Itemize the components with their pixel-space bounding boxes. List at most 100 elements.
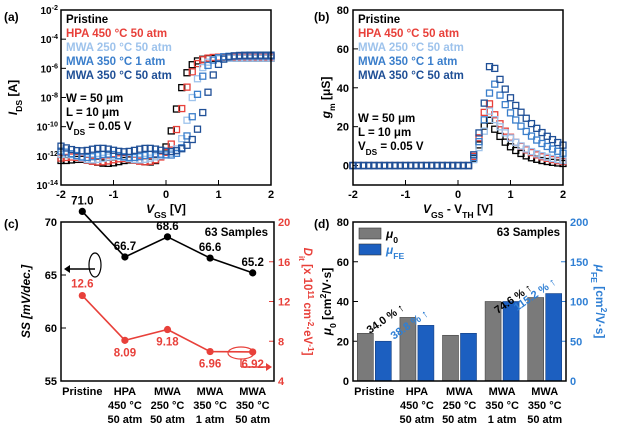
data-point-mwa350_50atm [251, 51, 259, 59]
data-point-mwa250 [496, 123, 504, 131]
device-length: L = 10 μm [358, 127, 411, 139]
y-tick-label: 10-10 [36, 119, 58, 134]
data-label: 71.0 [71, 195, 93, 207]
data-point-mwa350_50atm [94, 144, 102, 153]
device-vds: VDS = 0.05 V [358, 141, 424, 157]
y-tick-label: 60 [337, 257, 349, 269]
data-point-mwa350_50atm [470, 151, 478, 159]
data-point-mwa350_50atm [449, 161, 457, 170]
data-point [249, 269, 257, 277]
data-point-mwa350_50atm [214, 60, 223, 69]
category-label: MWA [446, 386, 473, 398]
data-point-mwa350_50atm [517, 108, 525, 116]
data-point-mwa350_50atm [67, 145, 76, 154]
data-point-pristine [501, 138, 509, 146]
bar-mu0 [356, 332, 374, 382]
legend-entry: HPA 450 °C 50 atm [66, 28, 167, 40]
x-tick-label: 2 [268, 189, 274, 201]
y-axis-label: IDS [A] [6, 80, 24, 115]
device-width: W = 50 μm [66, 93, 123, 105]
data-point-mwa350_1atm [480, 116, 488, 124]
legend-label: μFE [385, 243, 405, 261]
category-label: 450 °C [400, 400, 434, 412]
data-point-mwa350_50atm [370, 161, 378, 170]
y-axis-label: gm [μS] [319, 77, 337, 120]
legend-label: μ0 [385, 227, 398, 245]
data-point-mwa350_50atm [359, 161, 368, 170]
y-right-tick-label: 150 [570, 257, 588, 269]
data-point-mwa350_1atm [512, 116, 520, 124]
x-tick-label: -1 [401, 189, 411, 201]
bar-mu0 [442, 334, 459, 382]
device-length: L = 10 μm [66, 107, 119, 119]
data-point-mwa350_50atm [109, 146, 118, 154]
legend-entry: HPA 450 °C 50 atm [358, 28, 459, 40]
data-point-mwa350_50atm [209, 71, 217, 79]
data-point-mwa350_50atm [235, 51, 244, 60]
data-point [206, 254, 214, 262]
category-label: MWA [154, 386, 181, 398]
plot-frame [60, 9, 272, 186]
data-point-mwa350_1atm [491, 80, 499, 88]
y-tick-label: 80 [337, 217, 349, 229]
data-point-mwa350_50atm [136, 145, 144, 153]
panel-letter: (a) [4, 10, 19, 24]
category-label: MWA [489, 386, 516, 398]
panel-letter: (d) [314, 217, 329, 231]
data-point-mwa350_50atm [241, 51, 249, 59]
ss-ellipse [88, 252, 102, 278]
data-point-mwa350_50atm [386, 161, 394, 170]
data-point-mwa350_50atm [78, 147, 86, 155]
y-right-tick-label: 8 [278, 336, 284, 348]
data-label: 66.7 [114, 241, 136, 253]
data-point-mwa350_50atm [88, 145, 97, 153]
panel-a-iv-transfer: (a) -2 -1 0 1 2 10-14 10-12 10-10 10-8 10-6 10-4 10-… [4, 3, 275, 220]
data-point-mwa350_50atm [380, 161, 389, 170]
data-point-pristine [167, 127, 175, 135]
data-point-mwa350_1atm [94, 151, 102, 160]
x-axis-label: VGS - VTH [V] [423, 202, 493, 220]
panel-letter: (c) [4, 217, 19, 231]
y-right-tick-label: 4 [278, 376, 285, 388]
data-point-mwa350_50atm [522, 114, 530, 122]
data-point-mwa350_50atm [120, 148, 128, 156]
data-point [78, 291, 86, 300]
data-point-mwa350_50atm [62, 144, 70, 152]
category-label: Pristine [62, 386, 102, 398]
category-label: 50 atm [235, 414, 270, 426]
data-point-mwa350_50atm [125, 147, 133, 156]
data-point-mwa350_50atm [533, 124, 541, 133]
data-point-mwa350_50atm [365, 161, 373, 170]
data-point-hpa [193, 59, 202, 68]
x-tick-label: 0 [455, 189, 461, 201]
data-point-mwa350_50atm [183, 141, 191, 149]
device-width: W = 50 μm [358, 113, 415, 125]
bar-mufe [545, 293, 563, 382]
data-point-mwa350_50atm [115, 147, 123, 155]
bar-mufe [417, 325, 435, 382]
data-point-mwa250 [485, 107, 494, 115]
data-point-mwa350_50atm [188, 135, 196, 144]
data-label: 66.6 [199, 242, 221, 254]
data-point-mwa350_50atm [433, 161, 441, 170]
plot-frame [60, 221, 275, 382]
data-point-mwa350_50atm [220, 55, 228, 63]
legend-entry: MWA 350 °C 1 atm [358, 56, 457, 68]
data-point-pristine [178, 83, 186, 92]
ss-arrow-head [64, 265, 70, 273]
data-point-mwa350_1atm [73, 151, 81, 160]
y-tick-label: 10-8 [40, 90, 58, 105]
data-point-mwa350_50atm [412, 161, 420, 170]
category-label: 350 °C [528, 400, 562, 412]
category-label: 250 °C [443, 400, 477, 412]
data-point-mwa350_50atm [130, 146, 139, 155]
data-label: 68.6 [156, 221, 178, 233]
y-right-tick-label: 12 [278, 297, 290, 309]
data-point-mwa350_50atm [375, 161, 383, 170]
data-point-hpa [178, 104, 186, 113]
legend-entry: MWA 250 °C 50 atm [66, 42, 172, 54]
bar-mufe [502, 301, 520, 382]
x-tick-label: 2 [560, 189, 566, 201]
